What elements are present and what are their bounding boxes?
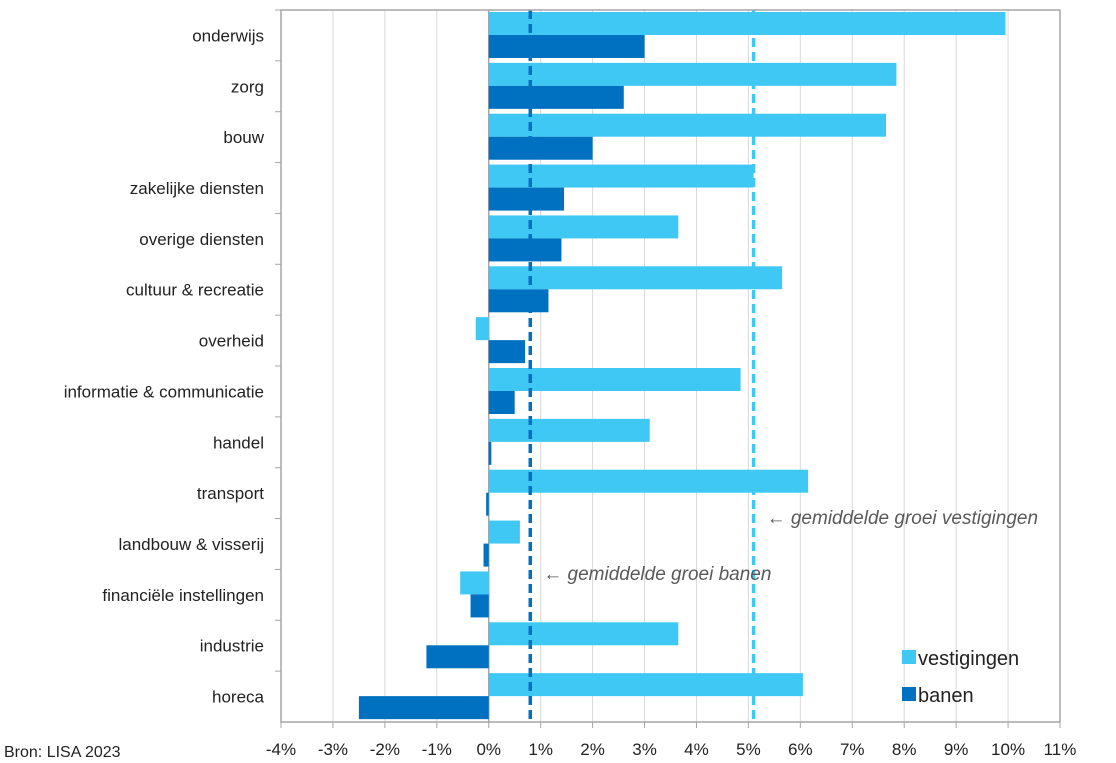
category-label: bouw <box>223 128 264 147</box>
bar-vestigingen <box>488 12 1006 35</box>
plot-area-frame <box>280 9 1061 723</box>
bar-banen <box>488 391 515 414</box>
x-tick-label: 5% <box>736 740 761 759</box>
x-tick-label: -4% <box>266 740 296 759</box>
bar-vestigingen <box>488 622 679 646</box>
legend-label: banen <box>918 685 974 707</box>
source-note: Bron: LISA 2023 <box>4 744 121 761</box>
category-labels: onderwijs zorg bouw zakelijke diensten overi… <box>64 26 265 706</box>
bar-banen <box>486 492 489 516</box>
bar-banen <box>488 238 562 262</box>
x-tick-label: 10% <box>991 740 1025 759</box>
category-label: cultuur & recreatie <box>126 281 264 300</box>
x-tick-label: 0% <box>476 740 501 759</box>
bar-banen <box>470 594 489 618</box>
category-label: zorg <box>231 77 264 96</box>
category-label: financiële instellingen <box>102 586 264 605</box>
bar-banen <box>488 340 526 364</box>
x-tick-label: 11% <box>1044 740 1077 759</box>
bar-banen <box>488 136 593 160</box>
bar-vestigingen <box>488 113 887 137</box>
bar-vestigingen <box>488 266 783 290</box>
category-label: horeca <box>212 688 265 707</box>
bar-banen <box>483 543 489 567</box>
bar-banen <box>358 696 489 720</box>
x-tick-label: 7% <box>840 740 865 759</box>
x-tick-labels: -4% -3% -2% -1% 0% 1% 2% 3% 4% 5% 6% 7% 8% 9% 10% 11% <box>266 740 1077 759</box>
legend-label: vestigingen <box>918 648 1019 670</box>
legend: vestigingen banen <box>902 648 1019 707</box>
x-tick-label: 3% <box>632 740 657 759</box>
category-label: landbouw & visserij <box>118 535 264 554</box>
x-tick-label: -3% <box>318 740 348 759</box>
x-tick-label: 8% <box>892 740 917 759</box>
x-tick-label: 1% <box>528 740 553 759</box>
reference-line-label: ← gemiddelde groei vestigingen <box>767 508 1038 529</box>
bar-vestigingen <box>488 215 679 239</box>
category-label: overige diensten <box>139 230 264 249</box>
bar-banen <box>426 645 489 669</box>
bar-vestigingen <box>488 673 803 697</box>
bar-banen <box>488 35 645 58</box>
category-label: zakelijke diensten <box>130 179 264 198</box>
reference-line-label: ← gemiddelde groei banen <box>543 564 771 585</box>
bar-vestigingen <box>460 571 489 595</box>
legend-swatch <box>902 687 916 701</box>
bar-banen <box>488 85 624 109</box>
category-label: informatie & communicatie <box>64 382 264 401</box>
bar-vestigingen <box>475 317 489 341</box>
bar-banen <box>488 187 565 211</box>
bar-vestigingen <box>488 164 754 188</box>
legend-swatch <box>902 650 916 664</box>
bar-vestigingen <box>488 469 809 493</box>
category-label: overheid <box>199 332 264 351</box>
x-tick-label: 2% <box>580 740 605 759</box>
bar-vestigingen <box>488 418 650 442</box>
x-tick-label: 6% <box>788 740 813 759</box>
x-tick-label: 4% <box>684 740 709 759</box>
reference-line-labels: ← gemiddelde groei vestigingen ← gemiddel… <box>543 508 1038 585</box>
x-tick-label: -2% <box>370 740 400 759</box>
category-label: industrie <box>200 637 264 656</box>
bar-banen <box>488 289 549 313</box>
bars <box>358 12 1006 720</box>
category-label: onderwijs <box>192 26 264 45</box>
category-label: handel <box>213 433 264 452</box>
category-label: transport <box>197 484 264 503</box>
bar-vestigingen <box>488 368 741 391</box>
x-tick-label: 9% <box>944 740 969 759</box>
reference-lines <box>528 10 756 722</box>
bar-vestigingen <box>488 62 897 86</box>
x-tick-label: -1% <box>422 740 452 759</box>
bar-vestigingen <box>488 520 520 544</box>
bar-banen <box>488 441 492 465</box>
